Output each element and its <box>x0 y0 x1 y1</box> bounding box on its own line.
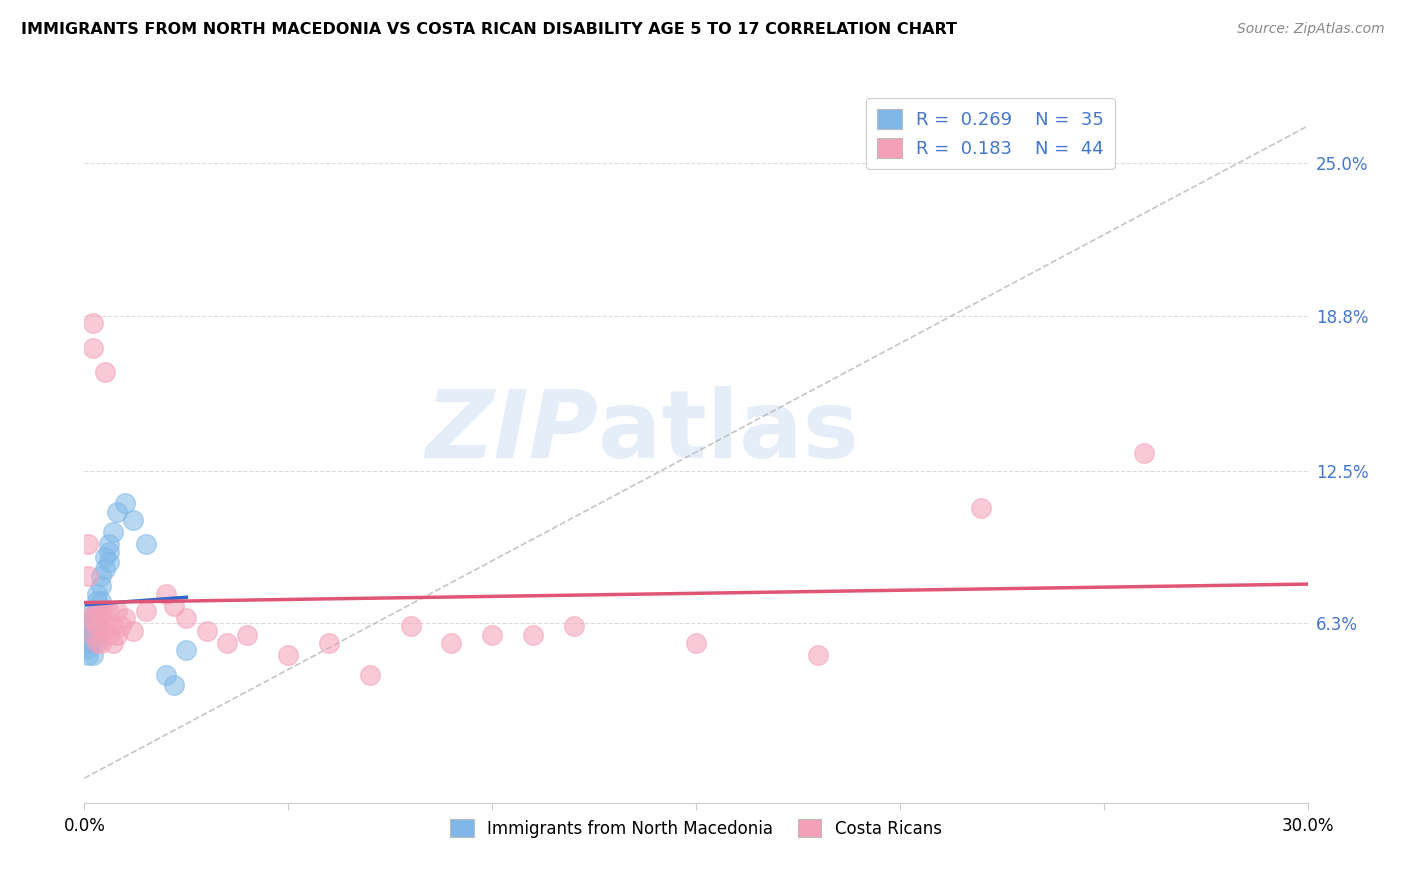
Point <box>97 537 120 551</box>
Text: ZIP: ZIP <box>425 385 598 478</box>
Point <box>93 604 115 618</box>
Point <box>110 618 132 632</box>
Point <box>77 624 100 638</box>
Text: atlas: atlas <box>598 385 859 478</box>
Point <box>122 624 145 638</box>
Point <box>82 628 104 642</box>
Point <box>82 636 104 650</box>
Point <box>82 628 104 642</box>
Point <box>105 505 128 519</box>
Point <box>277 648 299 662</box>
Point <box>86 628 108 642</box>
Point <box>522 628 544 642</box>
Point <box>135 604 157 618</box>
Point <box>163 678 186 692</box>
Point <box>82 624 104 638</box>
Point <box>77 569 100 583</box>
Point <box>97 628 120 642</box>
Point <box>114 495 136 509</box>
Point <box>101 636 124 650</box>
Point <box>93 365 115 379</box>
Point <box>481 628 503 642</box>
Point <box>163 599 186 613</box>
Point <box>685 636 707 650</box>
Point <box>86 604 108 618</box>
Point <box>101 525 124 540</box>
Point <box>217 636 239 650</box>
Point <box>77 648 100 662</box>
Point <box>86 594 108 608</box>
Point <box>807 648 830 662</box>
Point <box>90 604 112 618</box>
Point <box>86 587 108 601</box>
Point <box>101 618 124 632</box>
Point <box>93 562 115 576</box>
Point <box>562 618 585 632</box>
Point <box>195 624 218 638</box>
Point <box>90 579 112 593</box>
Point <box>399 618 422 632</box>
Legend: Immigrants from North Macedonia, Costa Ricans: Immigrants from North Macedonia, Costa R… <box>444 813 948 845</box>
Point <box>970 500 993 515</box>
Point <box>97 555 120 569</box>
Text: Source: ZipAtlas.com: Source: ZipAtlas.com <box>1237 22 1385 37</box>
Point <box>93 549 115 564</box>
Point <box>77 636 100 650</box>
Point <box>77 628 100 642</box>
Point <box>86 636 108 650</box>
Point <box>440 636 463 650</box>
Point <box>77 611 100 625</box>
Point <box>82 611 104 625</box>
Point <box>82 316 104 330</box>
Point <box>90 618 112 632</box>
Point <box>97 604 120 618</box>
Point <box>86 611 108 625</box>
Point <box>77 537 100 551</box>
Point <box>105 604 128 618</box>
Point <box>174 643 197 657</box>
Point <box>155 668 177 682</box>
Point <box>97 545 120 559</box>
Point <box>122 513 145 527</box>
Text: IMMIGRANTS FROM NORTH MACEDONIA VS COSTA RICAN DISABILITY AGE 5 TO 17 CORRELATIO: IMMIGRANTS FROM NORTH MACEDONIA VS COSTA… <box>21 22 957 37</box>
Point <box>86 618 108 632</box>
Point <box>90 569 112 583</box>
Point <box>77 618 100 632</box>
Point <box>155 587 177 601</box>
Point <box>236 628 259 642</box>
Point <box>86 604 108 618</box>
Point <box>174 611 197 625</box>
Point <box>93 618 115 632</box>
Point <box>1133 446 1156 460</box>
Point <box>82 341 104 355</box>
Point <box>82 648 104 662</box>
Point <box>105 628 128 642</box>
Point <box>86 618 108 632</box>
Point <box>359 668 381 682</box>
Point <box>318 636 340 650</box>
Point <box>135 537 157 551</box>
Point <box>82 604 104 618</box>
Point <box>114 611 136 625</box>
Point <box>90 594 112 608</box>
Point <box>77 640 100 655</box>
Point <box>90 636 112 650</box>
Point <box>82 618 104 632</box>
Point <box>82 611 104 625</box>
